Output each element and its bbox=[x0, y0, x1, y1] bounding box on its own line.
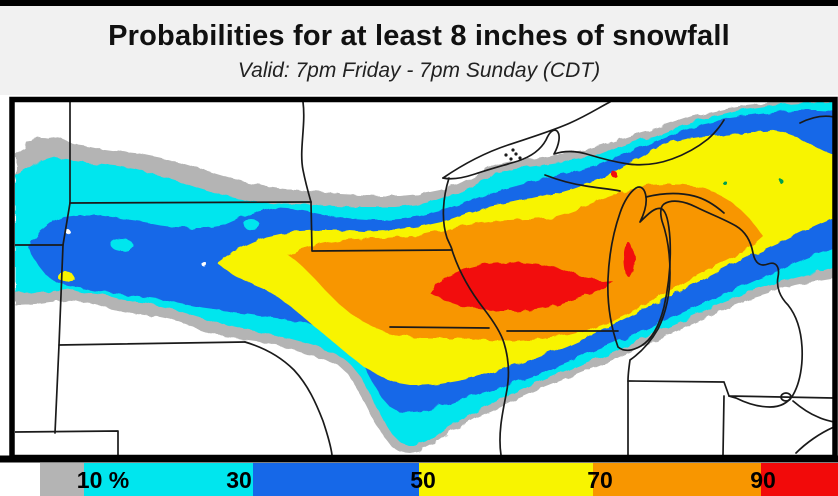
valid-time-subtitle: Valid: 7pm Friday - 7pm Sunday (CDT) bbox=[237, 59, 601, 82]
gray-blob bbox=[25, 138, 59, 156]
border-sd-mn-ia bbox=[310, 201, 453, 252]
legend-swatch-70-90 bbox=[593, 463, 761, 496]
map-section: 10 % 30 50 70 90 bbox=[0, 95, 838, 496]
border-ia-mo bbox=[389, 326, 490, 329]
top-border-bar bbox=[0, 0, 838, 6]
cyan-pocket bbox=[111, 239, 133, 251]
gray-blob bbox=[112, 151, 132, 163]
border-mississippi-river bbox=[442, 177, 510, 455]
legend-label-50: 50 bbox=[410, 467, 436, 493]
border-il-in-oh bbox=[627, 380, 833, 455]
legend-label-70: 70 bbox=[587, 467, 613, 493]
red-speck bbox=[611, 171, 617, 177]
legend-swatch-30-50 bbox=[253, 463, 419, 496]
lake-stclair bbox=[780, 392, 792, 402]
state-borders bbox=[15, 102, 833, 455]
legend-swatch-below-5 bbox=[0, 463, 40, 496]
green-speck bbox=[723, 181, 727, 185]
lake-michigan-outline bbox=[606, 186, 672, 352]
probability-map: 10 % 30 50 70 90 bbox=[0, 96, 838, 496]
border-nd-mn-red-river bbox=[300, 102, 312, 203]
lake-superior-north-shore bbox=[442, 102, 611, 179]
legend-swatch-50-70 bbox=[419, 463, 593, 496]
border-sd-ne bbox=[58, 341, 246, 346]
cyan-pocket bbox=[244, 220, 260, 230]
border-co-corner bbox=[15, 430, 119, 455]
red-spot-lakeshore bbox=[624, 243, 634, 277]
legend-swatch-90-plus bbox=[761, 463, 838, 496]
upper-peninsula-south-shore bbox=[544, 174, 725, 214]
border-nd-sd bbox=[69, 201, 312, 204]
legend-swatch-5-10 bbox=[40, 463, 84, 496]
lake-huron-north-shore bbox=[799, 115, 833, 124]
white-speck bbox=[65, 229, 71, 235]
map-bottom-separator bbox=[0, 455, 838, 463]
legend-label-90: 90 bbox=[750, 467, 776, 493]
legend-swatch-10-30 bbox=[84, 463, 253, 496]
white-speck bbox=[202, 262, 208, 268]
band-orange-70pct bbox=[288, 184, 764, 341]
page-title: Probabilities for at least 8 inches of s… bbox=[108, 20, 730, 52]
green-speck bbox=[779, 179, 783, 183]
border-west-vertical bbox=[54, 202, 71, 434]
lake-superior-south-shore bbox=[442, 119, 725, 180]
lower-michigan-outline bbox=[627, 200, 804, 408]
border-missouri-river bbox=[244, 341, 333, 455]
header: Probabilities for at least 8 inches of s… bbox=[0, 6, 838, 95]
lake-stclair-erie-shore bbox=[792, 400, 833, 454]
colorbar-legend: 10 % 30 50 70 90 bbox=[0, 463, 838, 496]
legend-label-30: 30 bbox=[226, 467, 252, 493]
legend-label-10: 10 % bbox=[77, 467, 129, 493]
map-interior bbox=[15, 102, 833, 455]
yellow-pocket-west bbox=[57, 271, 73, 281]
apostle-islands bbox=[504, 148, 522, 161]
